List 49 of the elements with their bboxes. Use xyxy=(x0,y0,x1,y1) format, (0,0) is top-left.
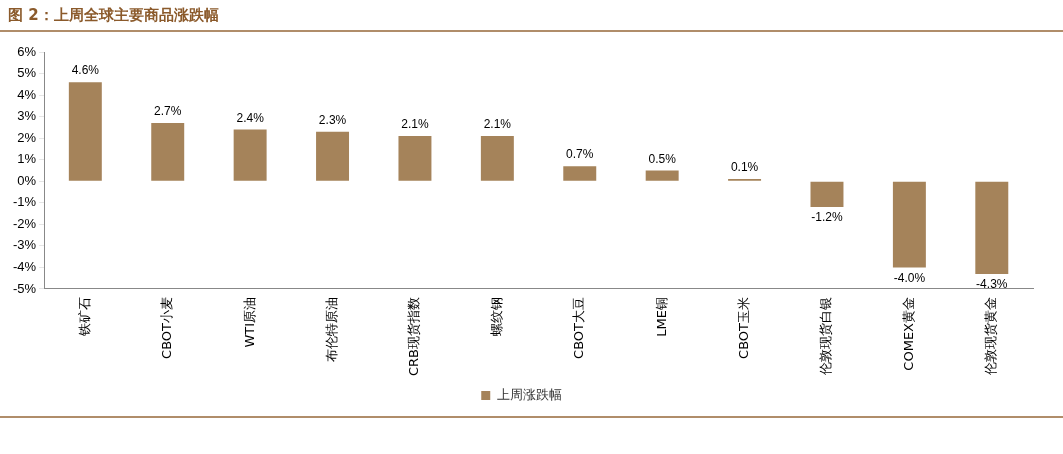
chart-title: 图 2：上周全球主要商品涨跌幅 xyxy=(0,0,1063,32)
bar xyxy=(975,181,1009,274)
data-label: 4.6% xyxy=(71,63,100,78)
bar xyxy=(563,166,597,181)
bar xyxy=(810,181,844,208)
data-label: 0.1% xyxy=(730,160,759,175)
data-label: 2.4% xyxy=(236,110,265,125)
y-tick-label: 5% xyxy=(17,65,37,81)
x-tick-label: CBOT小麦 xyxy=(159,296,175,359)
y-tick-label: -1% xyxy=(12,194,37,210)
y-tick-label: 3% xyxy=(17,108,37,124)
x-tick-label: 伦敦现货白银 xyxy=(818,296,834,375)
data-label: 2.1% xyxy=(401,117,429,132)
legend-label: 上周涨跌幅 xyxy=(496,386,562,402)
bar xyxy=(645,170,679,181)
data-label: -4.0% xyxy=(893,270,926,285)
data-label: 2.3% xyxy=(318,113,347,128)
x-tick-label: WTI原油 xyxy=(241,296,257,348)
x-tick-label: 螺纹钢 xyxy=(488,296,504,336)
bar xyxy=(316,131,350,181)
data-label: 2.1% xyxy=(483,117,512,132)
data-label: 0.7% xyxy=(566,147,594,162)
y-tick-label: -2% xyxy=(12,215,37,231)
bar xyxy=(68,82,102,181)
data-label: 0.5% xyxy=(648,151,677,166)
y-tick-label: 6% xyxy=(17,43,37,59)
x-tick-label: 布伦特原油 xyxy=(323,296,339,362)
bar xyxy=(398,136,432,181)
y-tick-label: -3% xyxy=(12,237,37,253)
data-label: 2.7% xyxy=(154,104,182,119)
x-tick-label: CRB现货指数 xyxy=(406,296,422,376)
bar xyxy=(480,136,514,181)
x-tick-label: CBOT大豆 xyxy=(571,296,587,359)
y-tick-label: 4% xyxy=(17,86,37,102)
bar xyxy=(233,129,267,181)
data-label: -4.3% xyxy=(976,277,1008,292)
y-tick-label: 1% xyxy=(17,151,37,167)
y-tick-label: 0% xyxy=(17,172,37,188)
x-tick-label: 伦敦现货黄金 xyxy=(983,296,999,375)
y-tick-label: -4% xyxy=(12,259,37,275)
bar xyxy=(151,123,185,181)
x-tick-label: CBOT玉米 xyxy=(735,296,751,359)
y-tick-label: -5% xyxy=(12,280,37,296)
bar xyxy=(892,181,926,268)
y-tick-label: 2% xyxy=(17,129,37,145)
x-tick-label: COMEX黄金 xyxy=(900,296,916,371)
x-tick-label: 铁矿石 xyxy=(76,296,92,337)
x-tick-label: LME铜 xyxy=(653,296,669,337)
data-label: -1.2% xyxy=(811,210,843,225)
